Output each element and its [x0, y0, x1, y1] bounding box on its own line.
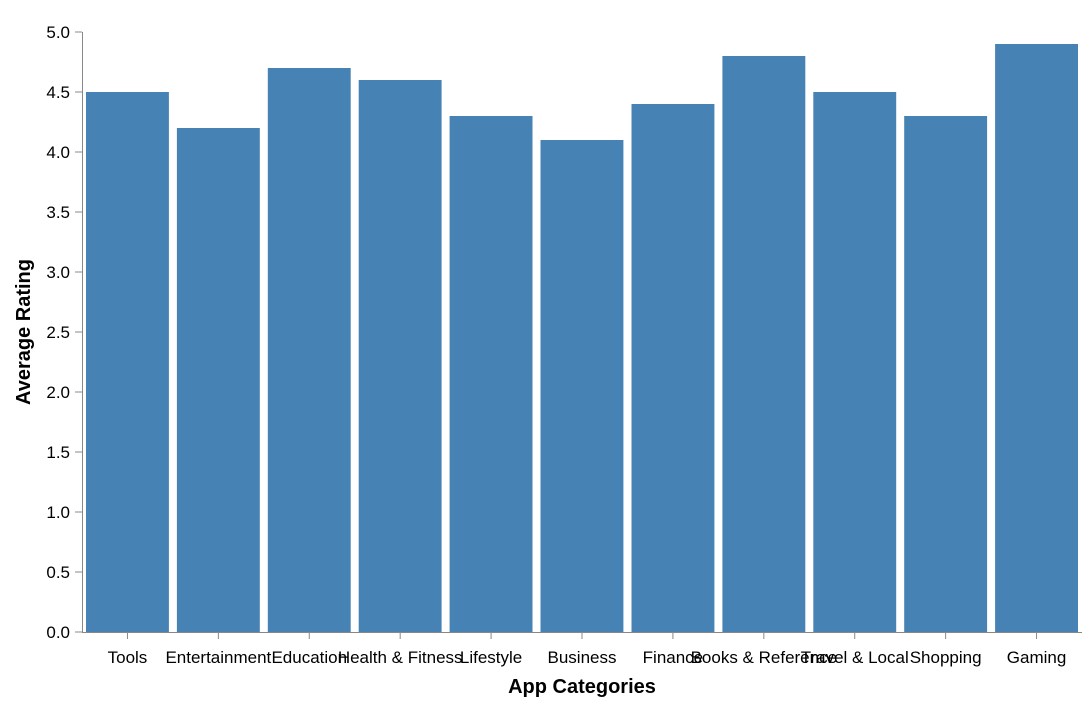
- bar-gaming: [995, 44, 1078, 632]
- x-tick-label: Health & Fitness: [338, 648, 463, 667]
- y-tick-label: 2.5: [46, 323, 70, 342]
- y-axis: 0.0 0.5 1.0 1.5 2.0 2.5 3.0 3.5 4.0 4.5 5.0: [46, 23, 83, 642]
- y-tick-label: 2.0: [46, 383, 70, 402]
- x-tick-label: Gaming: [1007, 648, 1067, 667]
- x-tick-label: Lifestyle: [460, 648, 522, 667]
- bar-lifestyle: [449, 116, 533, 632]
- bar-business: [540, 140, 624, 632]
- x-tick-label: Business: [548, 648, 617, 667]
- y-axis-title: Average Rating: [13, 259, 35, 405]
- y-tick-label: 1.5: [46, 443, 70, 462]
- x-tick-label: Finance: [643, 648, 703, 667]
- x-tick-label: Education: [271, 648, 347, 667]
- y-tick-label: 4.5: [46, 83, 70, 102]
- y-tick-label: 0.0: [46, 623, 70, 642]
- x-tick-label: Books & Reference: [691, 648, 837, 667]
- bars-group: [86, 44, 1078, 632]
- bar-education: [267, 68, 351, 632]
- y-tick-label: 5.0: [46, 23, 70, 42]
- x-tick-label: Shopping: [910, 648, 982, 667]
- bar-travel-local: [813, 92, 897, 632]
- y-tick-label: 3.5: [46, 203, 70, 222]
- y-tick-label: 0.5: [46, 563, 70, 582]
- y-tick-label: 4.0: [46, 143, 70, 162]
- bar-health-fitness: [358, 80, 442, 632]
- x-tick-label: Tools: [108, 648, 148, 667]
- x-axis-title: App Categories: [508, 676, 656, 698]
- bar-books-reference: [722, 56, 806, 632]
- bar-finance: [631, 104, 715, 632]
- bar-tools: [86, 92, 169, 632]
- bar-entertainment: [176, 128, 260, 632]
- y-tick-label: 1.0: [46, 503, 70, 522]
- x-tick-label: Travel & Local: [801, 648, 909, 667]
- y-tick-label: 3.0: [46, 263, 70, 282]
- x-tick-label: Entertainment: [165, 648, 271, 667]
- bar-shopping: [904, 116, 988, 632]
